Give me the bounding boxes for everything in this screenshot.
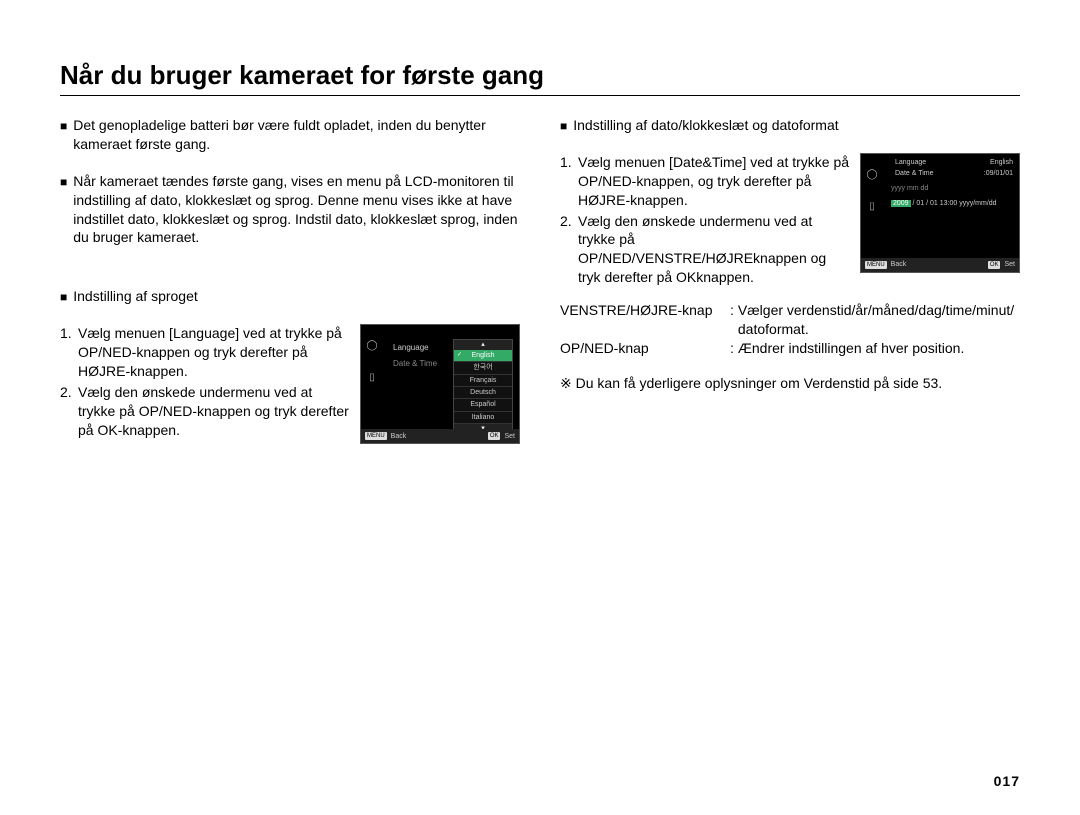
square-bullet-icon: ■ <box>60 289 67 306</box>
legend-sep: : <box>730 301 734 339</box>
mode-icon: ◯ <box>365 339 379 353</box>
lcd2-year-highlight: 2009 <box>891 200 911 207</box>
title-underline <box>60 95 1020 96</box>
step-number: 2. <box>560 212 578 288</box>
lcd2-format-hint: yyyy mm dd <box>891 184 1013 193</box>
language-heading: Indstilling af sproget <box>73 287 520 306</box>
note-text: Du kan få yderligere oplysninger om Verd… <box>576 375 943 391</box>
language-step-1: 1. Vælg menuen [Language] ved at trykke … <box>60 324 350 381</box>
lcd-option-0: English <box>454 350 512 362</box>
right-column: ■ Indstilling af dato/klokkeslæt og dato… <box>560 116 1020 444</box>
square-bullet-icon: ■ <box>560 118 567 135</box>
lcd2-value-line: 2009 / 01 / 01 13:00 yyyy/mm/dd <box>891 199 1013 208</box>
ok-btn-icon: OK <box>988 261 1001 269</box>
lcd-menu-language-label: Language <box>393 343 429 354</box>
intro-text-2: Når kameraet tændes første gang, vises e… <box>73 172 520 248</box>
lcd-datetime-figure: ◯ ▯ Language English Date & Time :09/01/… <box>860 153 1020 273</box>
language-heading-row: ■ Indstilling af sproget <box>60 287 520 306</box>
legend-key: VENSTRE/HØJRE-knap <box>560 301 730 339</box>
lcd2-dt-label: Date & Time <box>895 169 934 178</box>
intro-bullet-2: ■ Når kameraet tændes første gang, vises… <box>60 172 520 248</box>
lcd-set-label: Set <box>504 432 515 441</box>
lcd-set-label: Set <box>1004 260 1015 269</box>
lcd-option-1: 한국어 <box>454 362 512 374</box>
chevron-up-icon: ▴ <box>454 340 512 349</box>
left-column: ■ Det genopladelige batteri bør være ful… <box>60 116 520 444</box>
lcd-language-list: ▴ English 한국어 Français Deutsch Español I… <box>453 339 513 435</box>
lcd-language-figure: ◯ ▯ Language Date & Time ▴ English 한국어 F… <box>360 324 520 444</box>
legend-key: OP/NED-knap <box>560 339 730 358</box>
datetime-heading: Indstilling af dato/klokkeslæt og datofo… <box>573 116 1020 135</box>
page-number: 017 <box>994 773 1020 789</box>
step-number: 2. <box>60 383 78 440</box>
intro-text-1: Det genopladelige batteri bør være fuldt… <box>73 116 520 154</box>
lcd-option-3: Deutsch <box>454 387 512 399</box>
legend-row-up-down: OP/NED-knap : Ændrer indstillingen af hv… <box>560 339 1020 358</box>
step-text: Vælg den ønskede undermenu ved at trykke… <box>78 383 350 440</box>
step-text: Vælg menuen [Date&Time] ved at trykke på… <box>578 153 850 210</box>
page-title: Når du bruger kameraet for første gang <box>60 60 1020 91</box>
lcd-option-5: Italiano <box>454 412 512 424</box>
square-bullet-icon: ■ <box>60 118 67 154</box>
battery-icon: ▯ <box>365 371 379 385</box>
button-legend: VENSTRE/HØJRE-knap : Vælger verdenstid/å… <box>560 301 1020 358</box>
lcd-option-2: Français <box>454 375 512 387</box>
legend-value: Ændrer indstillingen af hver position. <box>738 339 1020 358</box>
datetime-heading-row: ■ Indstilling af dato/klokkeslæt og dato… <box>560 116 1020 135</box>
step-number: 1. <box>60 324 78 381</box>
content-columns: ■ Det genopladelige batteri bør være ful… <box>60 116 1020 444</box>
menu-btn-icon: MENU <box>865 261 887 269</box>
step-text: Vælg den ønskede undermenu ved at trykke… <box>578 212 850 288</box>
lcd-menu-datetime-label: Date & Time <box>393 359 437 370</box>
lcd-option-4: Español <box>454 399 512 411</box>
legend-row-left-right: VENSTRE/HØJRE-knap : Vælger verdenstid/å… <box>560 301 1020 339</box>
language-step-2: 2. Vælg den ønskede undermenu ved at try… <box>60 383 350 440</box>
language-steps: 1. Vælg menuen [Language] ved at trykke … <box>60 324 350 441</box>
lcd2-rest: / 01 / 01 13:00 yyyy/mm/dd <box>911 200 997 207</box>
lcd-back-label: Back <box>391 432 407 441</box>
datetime-step-1: 1. Vælg menuen [Date&Time] ved at trykke… <box>560 153 850 210</box>
lcd2-lang-label: Language <box>895 158 926 167</box>
square-bullet-icon: ■ <box>60 174 67 248</box>
menu-btn-icon: MENU <box>365 432 387 440</box>
lcd2-lang-value: English <box>990 158 1013 167</box>
note-symbol-icon: ※ <box>560 377 572 392</box>
battery-icon: ▯ <box>865 200 879 214</box>
lcd-bottom-bar: MENU Back OK Set <box>361 429 519 443</box>
ok-btn-icon: OK <box>488 432 501 440</box>
lcd-back-label: Back <box>891 260 907 269</box>
lcd2-dt-value: :09/01/01 <box>984 169 1013 178</box>
step-number: 1. <box>560 153 578 210</box>
world-time-note: ※ Du kan få yderligere oplysninger om Ve… <box>560 374 1020 395</box>
mode-icon: ◯ <box>865 168 879 182</box>
datetime-step-2: 2. Vælg den ønskede undermenu ved at try… <box>560 212 850 288</box>
legend-sep: : <box>730 339 734 358</box>
step-text: Vælg menuen [Language] ved at trykke på … <box>78 324 350 381</box>
lcd-bottom-bar: MENU Back OK Set <box>861 258 1019 272</box>
datetime-steps: 1. Vælg menuen [Date&Time] ved at trykke… <box>560 153 850 289</box>
legend-value: Vælger verdenstid/år/måned/dag/time/minu… <box>738 301 1020 339</box>
intro-bullet-1: ■ Det genopladelige batteri bør være ful… <box>60 116 520 154</box>
